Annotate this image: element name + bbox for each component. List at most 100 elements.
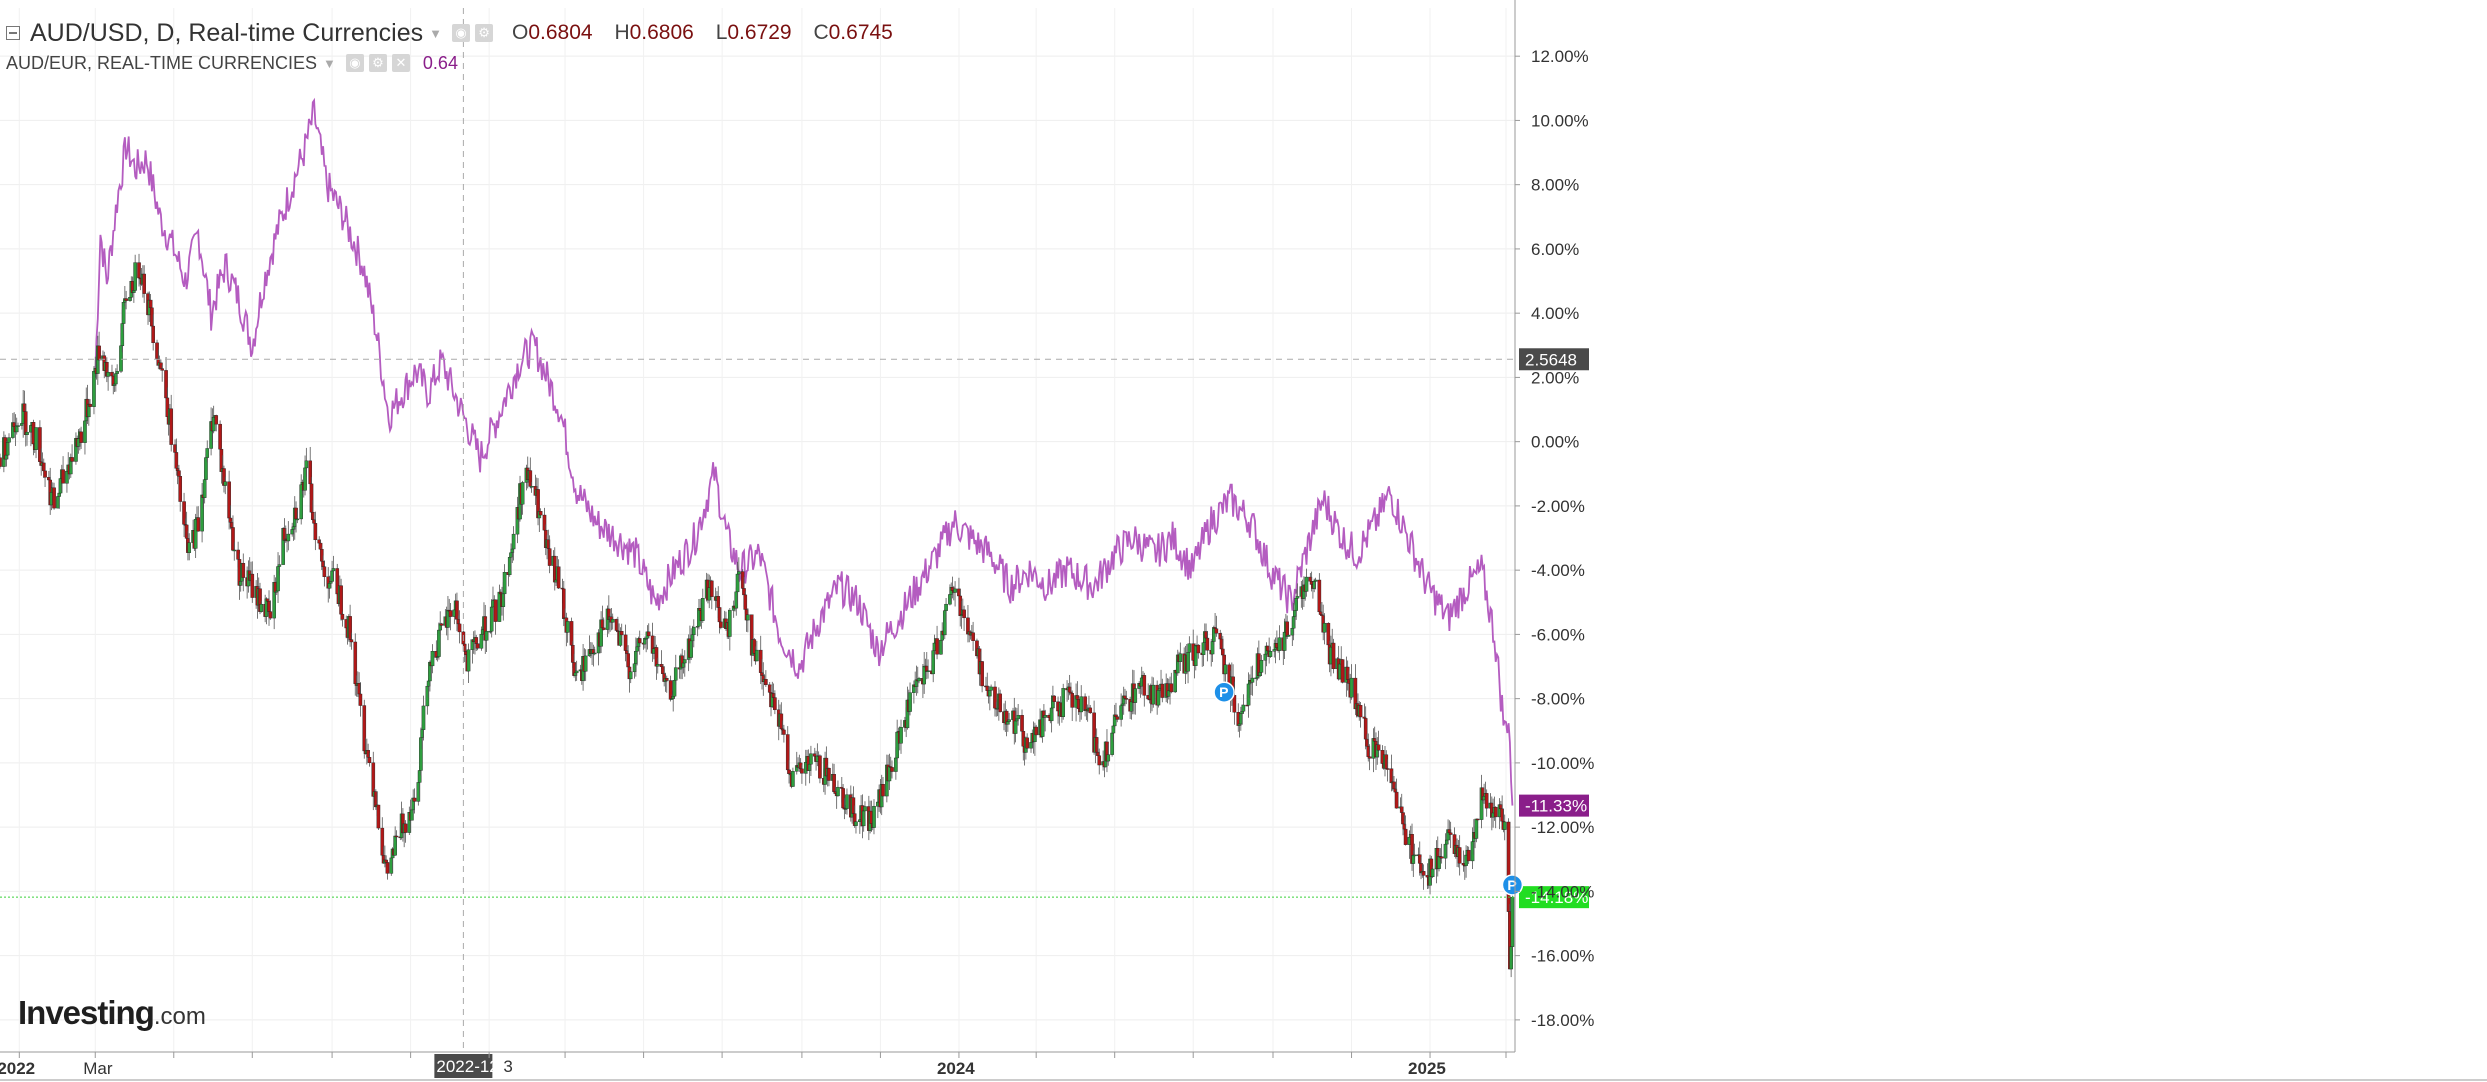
- collapse-icon[interactable]: [6, 26, 20, 40]
- candle-body: [664, 677, 669, 681]
- candle-body: [764, 679, 768, 685]
- candle: [421, 695, 426, 741]
- candle: [1430, 866, 1435, 879]
- eye-icon[interactable]: ◉: [452, 24, 471, 42]
- candle: [1304, 568, 1309, 597]
- candle-body: [863, 806, 867, 812]
- candle: [971, 621, 975, 651]
- candle-body: [1349, 677, 1354, 698]
- candle: [475, 642, 480, 651]
- candle: [547, 535, 552, 574]
- candle: [142, 265, 146, 303]
- publication-pin-icon[interactable]: P: [1213, 681, 1235, 703]
- candle-body: [70, 457, 74, 462]
- candle: [1376, 730, 1381, 758]
- candle-body: [565, 621, 570, 633]
- candle-body: [502, 572, 507, 595]
- candle-body: [214, 415, 219, 425]
- candle-body: [322, 566, 327, 577]
- candle: [619, 623, 624, 643]
- candle-body: [1061, 688, 1066, 717]
- candle: [1142, 672, 1147, 707]
- candle: [899, 719, 903, 754]
- candle-body: [1187, 643, 1192, 653]
- main-series-title[interactable]: AUD/USD, D, Real-time Currencies: [30, 18, 424, 47]
- candle: [61, 456, 65, 484]
- caret-down-icon[interactable]: ▼: [429, 25, 443, 41]
- candle-body: [1007, 719, 1011, 722]
- candle-body: [1506, 821, 1511, 912]
- candle: [827, 767, 831, 787]
- compare-series-value: 0.64: [422, 52, 458, 73]
- candle-body: [908, 692, 912, 712]
- candle-body: [484, 631, 489, 641]
- candle: [953, 581, 957, 607]
- candle-body: [412, 797, 417, 802]
- y-tick-label: -10.00%: [1531, 754, 1594, 773]
- candle-body: [827, 767, 831, 781]
- publication-pin-icon[interactable]: P: [1501, 874, 1524, 896]
- candle: [1124, 690, 1129, 705]
- candle: [1052, 695, 1056, 706]
- candle-body: [1322, 622, 1327, 633]
- candle: [1385, 759, 1390, 782]
- candle-body: [601, 627, 606, 630]
- candle-body: [115, 371, 119, 374]
- candle: [728, 608, 732, 651]
- candle: [376, 804, 381, 830]
- aud-usd-candles: [0, 253, 1515, 978]
- candle: [890, 760, 894, 779]
- candle: [574, 660, 579, 681]
- candle: [187, 533, 192, 561]
- candle-body: [331, 568, 336, 572]
- candle: [908, 682, 912, 716]
- candle-body: [1285, 621, 1289, 637]
- candle: [592, 646, 597, 656]
- candle: [854, 821, 858, 834]
- candle-body: [169, 408, 173, 445]
- candle-body: [223, 481, 228, 486]
- candle-body: [79, 431, 83, 443]
- close-icon[interactable]: ✕: [391, 54, 410, 72]
- caret-down-icon[interactable]: ▼: [323, 55, 336, 71]
- compare-series-title[interactable]: AUD/EUR, REAL-TIME CURRENCIES: [6, 52, 318, 73]
- gear-icon[interactable]: ⚙: [475, 24, 494, 42]
- logo-brand: Investing: [18, 994, 155, 1031]
- candle-body: [628, 671, 633, 680]
- candle: [1034, 724, 1038, 740]
- candle-body: [944, 603, 948, 611]
- candle: [863, 801, 867, 819]
- candle: [556, 559, 561, 590]
- candle-body: [619, 631, 624, 636]
- candle: [1394, 778, 1399, 809]
- candle-body: [673, 667, 678, 681]
- candle-body: [376, 804, 381, 829]
- candle: [97, 331, 101, 370]
- main-series-legend: AUD/USD, D, Real-time Currencies ▼ ◉ ⚙ O…: [6, 16, 893, 50]
- candle: [583, 649, 588, 681]
- candle-body: [160, 368, 164, 371]
- y-tick-label: 10.00%: [1531, 111, 1589, 130]
- candle-body: [1268, 651, 1273, 657]
- candle-body: [474, 637, 479, 644]
- candle: [944, 597, 948, 623]
- y-tick-label: -6.00%: [1531, 625, 1585, 644]
- candle-body: [1412, 854, 1417, 857]
- candle: [493, 599, 498, 635]
- eye-icon[interactable]: ◉: [345, 54, 364, 72]
- candle-body: [97, 345, 101, 361]
- low-key: L: [715, 21, 728, 44]
- candle: [457, 610, 462, 644]
- candle: [124, 290, 128, 310]
- candle-body: [1115, 716, 1120, 720]
- gear-icon[interactable]: ⚙: [368, 54, 387, 72]
- candle: [1079, 685, 1084, 720]
- candle-body: [1421, 871, 1426, 876]
- crosshair-date-bg: [434, 1054, 493, 1078]
- candle: [16, 422, 20, 429]
- candle-body: [583, 655, 588, 672]
- candle-body: [1160, 683, 1165, 698]
- candle-body: [479, 633, 484, 649]
- candle-body: [845, 794, 849, 809]
